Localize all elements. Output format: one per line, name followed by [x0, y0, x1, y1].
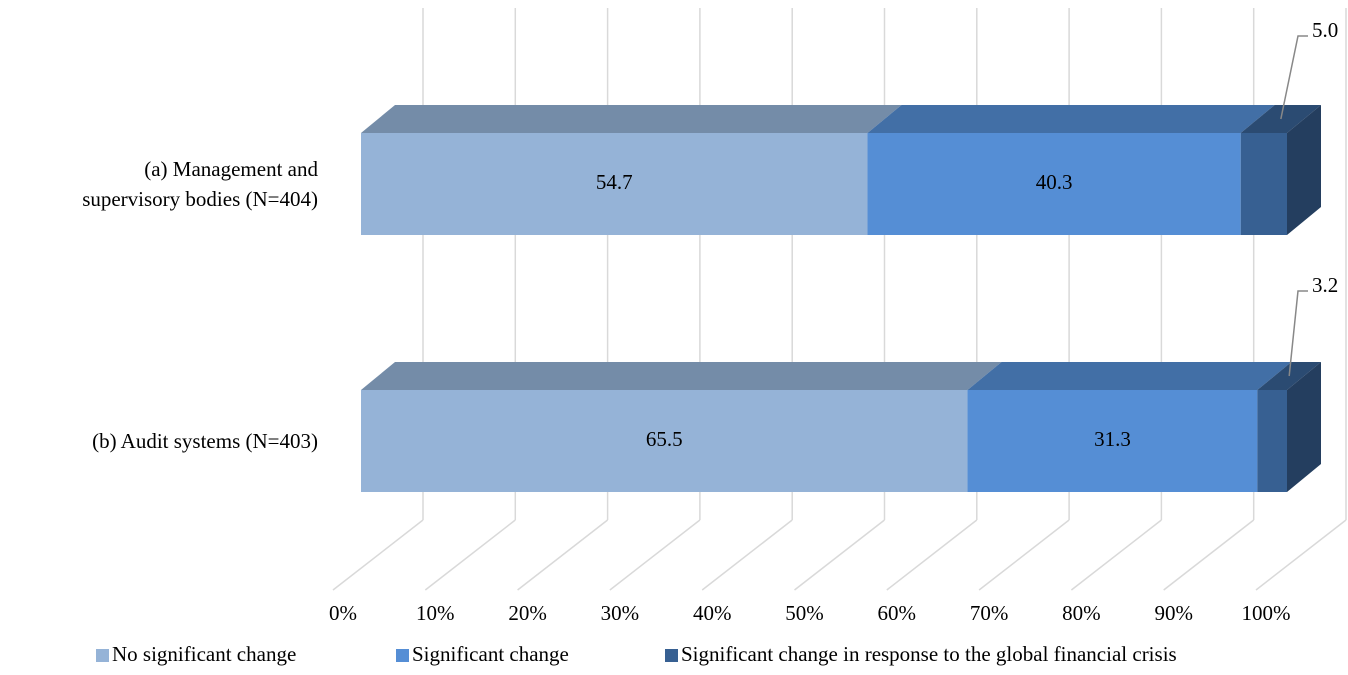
x-tick-label: 20% — [508, 601, 547, 625]
bar-top — [867, 105, 1275, 133]
x-tick-label: 100% — [1242, 601, 1291, 625]
legend-label: Significant change — [412, 642, 569, 666]
x-tick-label: 90% — [1154, 601, 1193, 625]
floor-line — [332, 519, 424, 591]
x-tick-label: 80% — [1062, 601, 1101, 625]
bar-top — [967, 362, 1292, 390]
x-tick-label: 70% — [970, 601, 1009, 625]
data-label: 3.2 — [1312, 273, 1338, 297]
bar-side — [1287, 362, 1321, 492]
data-label: 40.3 — [1036, 170, 1073, 194]
floor-line — [609, 519, 701, 591]
bar-segment — [867, 133, 1241, 235]
data-label: 65.5 — [646, 427, 683, 451]
bar-segment — [1257, 390, 1287, 492]
data-label: 31.3 — [1094, 427, 1131, 451]
bar-top — [361, 362, 1002, 390]
leader-line — [1288, 290, 1308, 377]
bar-segment — [967, 390, 1258, 492]
bar-top — [361, 105, 902, 133]
data-label: 54.7 — [596, 170, 633, 194]
floor-line — [1070, 519, 1162, 591]
bar-segment — [361, 133, 868, 235]
floor-line — [794, 519, 885, 591]
x-tick-label: 40% — [693, 601, 732, 625]
legend-label: Significant change in response to the gl… — [681, 642, 1177, 666]
x-tick-label: 60% — [878, 601, 917, 625]
data-label: 5.0 — [1312, 18, 1338, 42]
floor-line — [978, 519, 1070, 591]
floor-line — [517, 519, 609, 591]
legend-swatch — [396, 649, 409, 662]
legend-label: No significant change — [112, 642, 296, 666]
floor-line — [886, 519, 978, 591]
category-label: (a) Management and supervisory bodies (N… — [82, 157, 318, 211]
bar-segment — [361, 390, 968, 492]
floor-line — [424, 519, 516, 591]
legend-swatch — [96, 649, 109, 662]
x-tick-label: 50% — [785, 601, 824, 625]
floor-line — [1255, 519, 1347, 591]
leader-line — [1280, 35, 1308, 120]
x-tick-label: 10% — [416, 601, 455, 625]
floor-line — [701, 519, 793, 591]
bar-side — [1287, 105, 1321, 235]
floor-line — [1163, 519, 1255, 591]
category-label: (b) Audit systems (N=403) — [92, 429, 318, 453]
x-tick-label: 30% — [601, 601, 640, 625]
x-tick-label: 0% — [329, 601, 357, 625]
bar-segment — [1240, 133, 1287, 235]
legend-swatch — [665, 649, 678, 662]
